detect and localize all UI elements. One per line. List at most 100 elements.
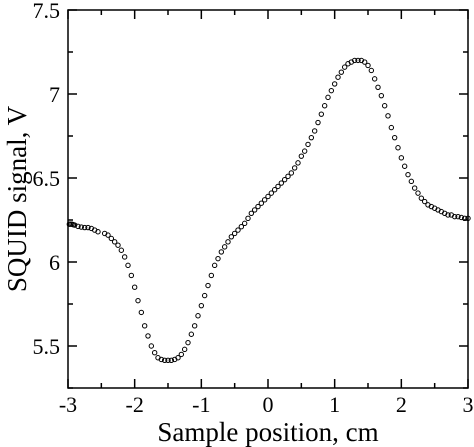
data-point	[278, 180, 285, 186]
data-point	[215, 255, 221, 262]
data-point	[258, 200, 265, 206]
data-point	[461, 215, 468, 222]
data-point	[165, 357, 171, 363]
data-point	[371, 76, 378, 82]
data-point	[351, 57, 358, 64]
data-point	[138, 309, 145, 316]
data-point	[241, 220, 248, 227]
x-tick-label: -3	[59, 392, 77, 417]
data-point	[308, 134, 315, 141]
x-axis-title: Sample position, cm	[157, 417, 378, 447]
data-point	[135, 297, 141, 304]
data-point	[158, 356, 165, 363]
data-point	[151, 350, 158, 356]
data-point	[125, 262, 131, 269]
data-point	[311, 128, 318, 134]
data-point	[95, 229, 101, 235]
y-tick-label: 6.5	[33, 166, 61, 191]
data-point	[465, 215, 471, 222]
data-point	[331, 81, 338, 87]
data-point	[208, 272, 215, 279]
data-point	[335, 74, 341, 80]
data-point	[401, 163, 408, 169]
data-point	[218, 249, 225, 255]
y-axis-title: SQUID signal, V	[2, 105, 32, 292]
x-axis: -3 -2 -1 0 1 2 3	[59, 10, 474, 417]
data-point	[105, 232, 111, 238]
data-point	[361, 59, 368, 65]
data-point	[245, 215, 251, 222]
data-point	[355, 57, 361, 64]
data-point	[315, 119, 321, 126]
data-point	[251, 207, 258, 213]
data-point	[365, 62, 371, 69]
data-point	[411, 185, 418, 191]
data-point	[295, 160, 301, 166]
data-point	[318, 111, 325, 117]
data-point	[185, 339, 191, 346]
data-point	[128, 272, 135, 279]
x-tick-label: 3	[463, 392, 474, 417]
data-point	[388, 124, 395, 131]
data-point	[131, 284, 138, 290]
y-tick-label: 6	[49, 250, 60, 275]
data-point	[385, 113, 391, 119]
y-axis: 5.5 6 6.5 7 7.5	[33, 0, 468, 389]
data-point	[301, 148, 308, 154]
data-point	[398, 155, 405, 161]
data-point	[275, 183, 281, 190]
data-point	[175, 355, 181, 361]
data-point	[268, 190, 275, 196]
x-tick-label: -2	[126, 392, 144, 417]
data-point	[181, 346, 188, 353]
data-point	[201, 292, 208, 299]
data-point	[405, 171, 411, 178]
data-point	[85, 224, 91, 231]
y-tick-label: 7.5	[33, 0, 61, 23]
data-point	[408, 178, 415, 185]
data-point	[375, 84, 381, 90]
y-tick-label: 7	[49, 82, 60, 107]
data-point	[168, 357, 175, 363]
x-tick-label: 1	[329, 392, 340, 417]
data-point	[288, 170, 295, 176]
data-point	[395, 145, 401, 151]
data-point	[148, 343, 155, 349]
data-point	[191, 323, 198, 329]
data-point	[195, 313, 201, 319]
data-point	[265, 193, 271, 200]
data-point	[71, 222, 78, 228]
data-point	[381, 103, 388, 109]
data-point	[271, 187, 278, 193]
data-point	[198, 302, 205, 309]
data-point	[281, 176, 288, 183]
data-point	[225, 239, 231, 245]
data-point	[188, 331, 195, 337]
x-tick-label: -1	[192, 392, 210, 417]
data-point	[415, 190, 421, 196]
data-point	[221, 244, 228, 250]
data-point	[261, 197, 268, 203]
data-point	[255, 203, 261, 210]
data-point	[141, 323, 148, 329]
data-point	[458, 214, 465, 221]
data-point	[328, 87, 335, 94]
y-tick-label: 5.5	[33, 334, 61, 359]
data-point	[118, 247, 125, 253]
data-point	[451, 213, 458, 220]
data-point	[145, 333, 151, 339]
x-tick-label: 2	[396, 392, 407, 417]
data-point	[238, 224, 245, 230]
x-tick-label: 0	[263, 392, 274, 417]
data-point	[341, 64, 348, 70]
data-point	[205, 282, 211, 289]
data-point	[421, 198, 428, 205]
data-point	[121, 254, 128, 260]
data-point	[298, 153, 305, 159]
data-point	[368, 67, 375, 74]
data-point	[338, 69, 345, 75]
data-point	[178, 351, 185, 358]
data-point	[248, 210, 255, 216]
data-point	[81, 224, 88, 231]
data-point	[285, 173, 291, 180]
